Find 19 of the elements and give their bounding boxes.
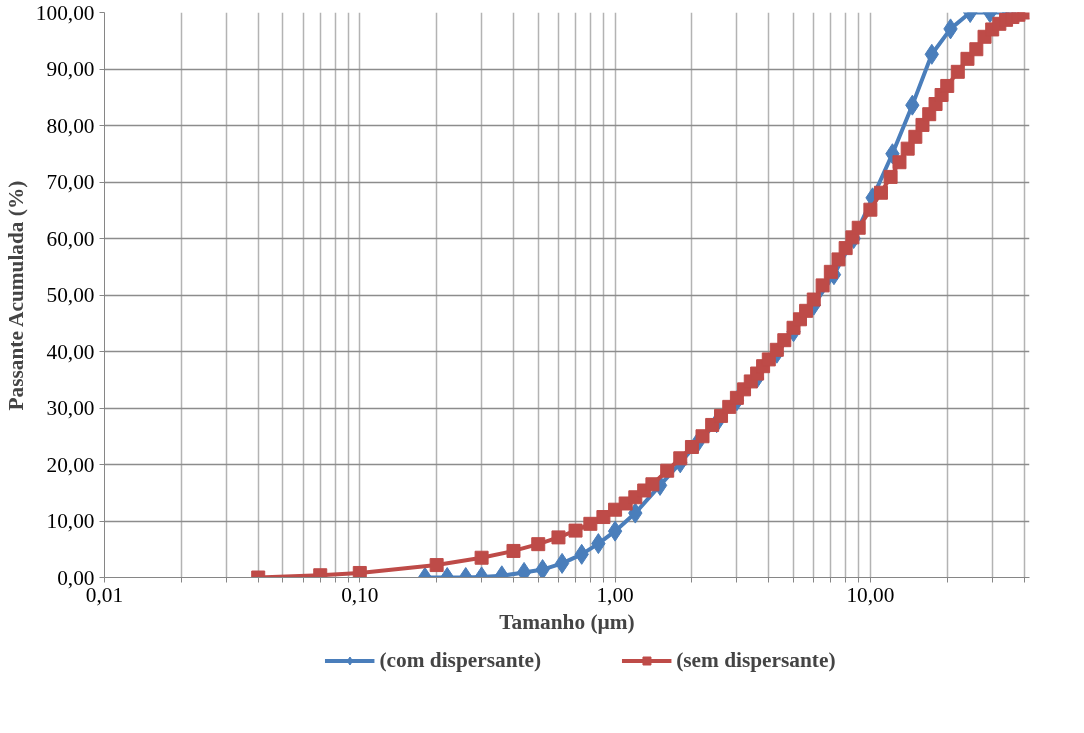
y-tick-label: 30,00 xyxy=(46,396,95,420)
y-tick-label: 70,00 xyxy=(46,170,95,194)
x-tick-label: 0,10 xyxy=(341,582,379,607)
point xyxy=(535,559,550,578)
legend-label: (com dispersante) xyxy=(379,647,542,673)
legend-label: (sem dispersante) xyxy=(676,647,836,673)
y-tick-label: 10,00 xyxy=(46,509,95,533)
y-tick-label: 100,00 xyxy=(35,0,95,25)
x-axis-title: Tamanho (µm) xyxy=(499,609,635,634)
y-axis-title: Passante Acumulada (%) xyxy=(3,180,28,411)
y-tick-label: 80,00 xyxy=(46,113,95,138)
y-tick-label: 40,00 xyxy=(46,339,95,364)
y-tick-label: 60,00 xyxy=(46,226,95,251)
point xyxy=(554,552,570,574)
x-tick-label: 10,00 xyxy=(846,582,895,607)
y-tick-label: 20,00 xyxy=(46,452,95,477)
y-tick-label: 50,00 xyxy=(46,283,95,307)
x-tick-label: 1,00 xyxy=(596,582,634,607)
y-tick-label: 90,00 xyxy=(46,57,95,81)
